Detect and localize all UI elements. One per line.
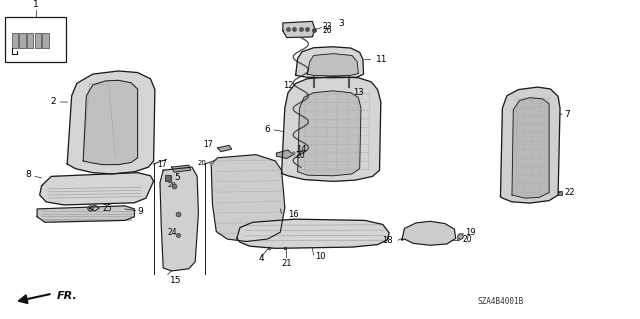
Polygon shape: [218, 145, 232, 152]
Polygon shape: [37, 206, 134, 222]
Bar: [5, 17, 66, 62]
Text: 13: 13: [353, 88, 364, 97]
Text: 20: 20: [168, 182, 177, 188]
Text: SZA4B4001B: SZA4B4001B: [477, 297, 524, 307]
Text: 18: 18: [382, 236, 393, 245]
Polygon shape: [296, 47, 364, 78]
Text: 17: 17: [203, 140, 212, 149]
Polygon shape: [67, 71, 155, 174]
Text: 16: 16: [288, 210, 299, 219]
Bar: [35, 33, 41, 48]
Text: 20: 20: [197, 160, 206, 167]
Polygon shape: [307, 54, 358, 76]
Text: 15: 15: [170, 276, 182, 285]
Text: 14: 14: [296, 145, 306, 154]
Text: 4: 4: [259, 254, 264, 263]
Text: 19: 19: [465, 228, 475, 237]
Text: 21: 21: [282, 259, 292, 269]
Text: 1: 1: [33, 0, 38, 9]
Polygon shape: [298, 91, 361, 176]
Polygon shape: [402, 221, 456, 245]
Bar: [12, 33, 18, 48]
Polygon shape: [237, 219, 389, 248]
Bar: [27, 33, 33, 48]
Text: 9: 9: [138, 207, 143, 216]
Text: 20: 20: [296, 151, 305, 160]
Text: 8: 8: [25, 170, 31, 179]
Bar: [19, 33, 26, 48]
Polygon shape: [211, 155, 285, 241]
Polygon shape: [282, 77, 381, 182]
Polygon shape: [40, 173, 154, 205]
Text: 22: 22: [564, 188, 575, 197]
Polygon shape: [500, 87, 560, 203]
Text: 2: 2: [51, 98, 56, 107]
Polygon shape: [83, 80, 138, 165]
Text: 17: 17: [157, 160, 166, 169]
Text: 26: 26: [323, 26, 332, 35]
Text: 20: 20: [462, 235, 472, 244]
Text: 25: 25: [102, 204, 112, 212]
Text: 23: 23: [323, 22, 332, 32]
Text: 7: 7: [564, 110, 570, 119]
Polygon shape: [512, 98, 549, 198]
Bar: [42, 33, 49, 48]
Text: 10: 10: [315, 252, 325, 261]
Polygon shape: [276, 150, 293, 159]
Text: 6: 6: [264, 125, 270, 134]
Text: 3: 3: [338, 19, 344, 28]
Text: 24: 24: [168, 228, 177, 237]
Text: 5: 5: [174, 174, 180, 182]
Polygon shape: [172, 165, 191, 172]
Text: FR.: FR.: [56, 291, 77, 301]
Polygon shape: [283, 21, 315, 38]
Polygon shape: [160, 167, 198, 271]
Text: 12: 12: [283, 81, 293, 90]
Text: 11: 11: [376, 55, 388, 64]
